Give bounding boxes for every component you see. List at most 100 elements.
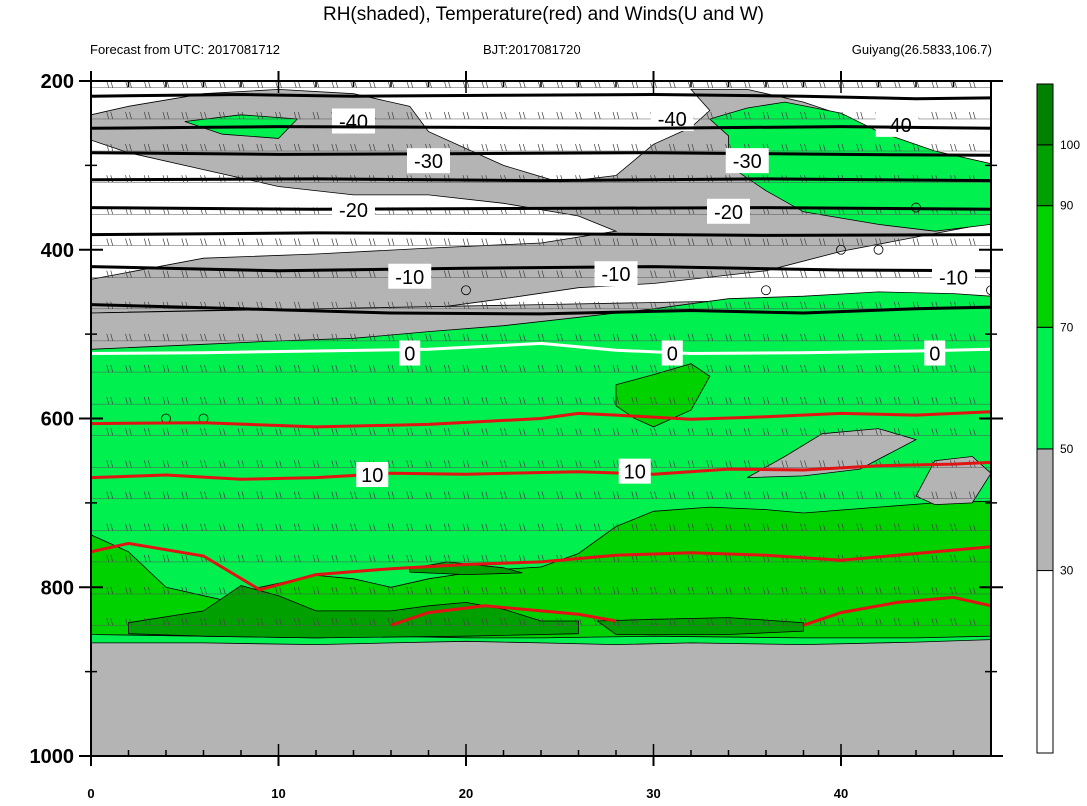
wind-barb <box>743 460 751 468</box>
wind-barb <box>200 523 207 531</box>
wind-barb <box>143 238 151 246</box>
isotherm-label-0-0: -40 <box>339 112 368 134</box>
wind-barb <box>312 301 320 309</box>
wind-barb <box>556 586 564 595</box>
wind-barb <box>781 523 789 531</box>
wind-barb <box>762 333 770 341</box>
calm-wind-circle-4 <box>836 244 846 255</box>
wind-barbs-layer <box>91 81 991 626</box>
wind-barb <box>612 460 620 468</box>
wind-barb <box>387 554 395 563</box>
wind-barb <box>556 491 564 499</box>
wind-barb <box>331 460 339 468</box>
wind-barb <box>462 491 470 499</box>
isotherm-label-bg <box>332 108 375 134</box>
wind-barb <box>462 428 470 436</box>
wind-barb <box>837 523 845 531</box>
wind-barb <box>518 428 526 436</box>
wind-barb <box>312 397 320 405</box>
wind-barb <box>200 238 207 246</box>
wind-barb <box>256 618 264 626</box>
wind-barb <box>818 270 826 278</box>
wind-barb <box>312 111 320 120</box>
wind-barb <box>143 111 151 120</box>
wind-barb <box>912 491 920 499</box>
wind-barb <box>931 333 939 341</box>
wind-barb <box>143 523 151 531</box>
colorbar-tick-label: 50 <box>1060 442 1074 456</box>
wind-barb <box>650 618 657 626</box>
wind-barb <box>500 523 507 531</box>
wind-barb <box>537 238 545 246</box>
wind-barb <box>837 333 845 341</box>
wind-barb <box>293 586 301 595</box>
wind-barb <box>162 333 170 341</box>
wind-barb <box>912 397 920 405</box>
wind-barb <box>125 523 132 531</box>
wind-barb <box>200 586 207 595</box>
wind-barb <box>162 143 170 152</box>
isotherm-label-0-1: -40 <box>658 109 687 131</box>
wind-barb <box>687 397 695 405</box>
wind-barb <box>968 491 976 499</box>
wind-barb <box>462 111 470 120</box>
wind-barb <box>893 364 901 373</box>
wind-barb <box>256 428 264 436</box>
isotherm-line-11 <box>91 541 991 592</box>
wind-barb <box>218 491 226 499</box>
wind-barb <box>293 111 301 120</box>
wind-barb <box>293 397 301 405</box>
wind-barb <box>893 618 901 626</box>
wind-barb <box>462 586 470 595</box>
wind-barb <box>837 491 845 499</box>
colorbar-box-4 <box>1036 144 1054 207</box>
wind-barb <box>668 397 676 405</box>
wind-barb <box>518 618 526 626</box>
wind-barb <box>687 460 695 468</box>
wind-barb <box>762 111 770 120</box>
wind-barb <box>275 238 282 246</box>
isotherm-label-bg <box>407 148 450 174</box>
wind-barb <box>500 491 507 499</box>
wind-barb <box>575 397 582 405</box>
wind-barb <box>443 111 451 120</box>
wind-barb <box>443 460 451 468</box>
wind-barb <box>593 460 601 468</box>
wind-barb <box>181 111 189 120</box>
wind-barb <box>406 397 414 405</box>
wind-barb <box>781 460 789 468</box>
wind-barb <box>256 491 264 499</box>
wind-barb <box>950 238 957 246</box>
wind-barb <box>312 238 320 246</box>
wind-barb <box>425 301 432 309</box>
wind-barb <box>706 618 714 626</box>
wind-barb <box>218 586 226 595</box>
isotherm-line-1 <box>91 125 991 130</box>
wind-barb <box>481 460 489 468</box>
wind-barb <box>743 428 751 436</box>
wind-barb <box>800 111 807 120</box>
wind-barb <box>593 301 601 309</box>
wind-barb <box>331 397 339 405</box>
wind-barb <box>387 333 395 341</box>
wind-barb <box>181 428 189 436</box>
wind-barb <box>181 618 189 626</box>
wind-barb <box>668 143 676 152</box>
wind-barb <box>593 428 601 436</box>
wind-barb <box>481 270 489 278</box>
wind-barb <box>443 301 451 309</box>
wind-barb <box>631 364 639 373</box>
wind-barb <box>387 460 395 468</box>
wind-barb <box>443 397 451 405</box>
wind-barb <box>556 111 564 120</box>
isotherm-label-bg <box>356 462 389 488</box>
wind-barb <box>762 397 770 405</box>
wind-barb <box>893 143 901 152</box>
wind-barb <box>875 618 882 626</box>
wind-barb <box>725 428 732 436</box>
wind-barb <box>275 397 282 405</box>
wind-barb <box>425 491 432 499</box>
wind-barb <box>800 238 807 246</box>
wind-barb <box>706 111 714 120</box>
wind-barb <box>612 586 620 595</box>
